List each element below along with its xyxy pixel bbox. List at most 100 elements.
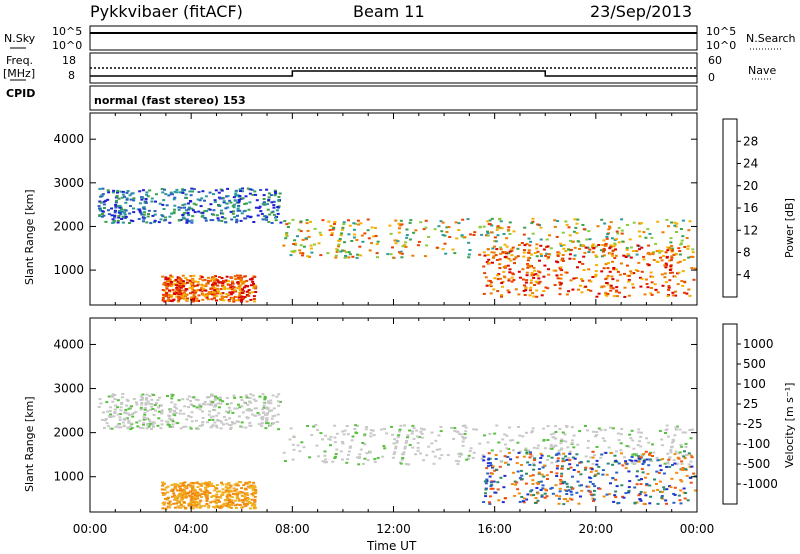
echo-cell (226, 502, 230, 505)
echo-cell (179, 283, 183, 286)
echo-cell (352, 222, 356, 225)
echo-cell (503, 474, 507, 477)
echo-cell (630, 272, 633, 275)
velocity-colorbar-tick-label: 25 (743, 397, 758, 411)
echo-cell (285, 235, 289, 237)
echo-cell (220, 481, 223, 484)
echo-cell (213, 280, 216, 283)
echo-cell (568, 452, 572, 455)
echo-cell (440, 230, 444, 233)
echo-cell (235, 407, 239, 410)
echo-cell (597, 244, 601, 246)
freq-label: Freq. (6, 54, 34, 67)
echo-cell (691, 428, 694, 431)
echo-cell (467, 256, 471, 259)
echo-cell (570, 498, 574, 501)
echo-cell (510, 248, 514, 251)
echo-cell (266, 422, 270, 425)
echo-cell (397, 222, 401, 225)
echo-cell (241, 501, 245, 504)
echo-cell (624, 460, 628, 463)
echo-cell (225, 293, 229, 296)
echo-cell (170, 401, 174, 404)
echo-cell (231, 411, 235, 414)
echo-cell (246, 285, 250, 288)
echo-cell (510, 280, 514, 283)
echo-cell (496, 481, 500, 484)
echo-cell (103, 419, 107, 422)
echo-cell (99, 402, 103, 405)
echo-cell (604, 278, 608, 281)
echo-cell (210, 496, 214, 498)
echo-cell (333, 221, 337, 223)
echo-cell (526, 493, 530, 496)
echo-cell (139, 395, 143, 398)
echo-cell (264, 215, 268, 218)
echo-cell (110, 207, 114, 210)
echo-cell (227, 491, 231, 494)
echo-cell (664, 429, 668, 432)
echo-cell (348, 224, 352, 227)
echo-cell (185, 299, 189, 302)
echo-cell (444, 252, 448, 255)
echo-cell (556, 255, 560, 257)
echo-cell (186, 398, 190, 401)
echo-cell (671, 249, 675, 252)
echo-cell (211, 485, 215, 488)
echo-cell (664, 432, 667, 434)
echo-cell (334, 453, 338, 455)
echo-cell (654, 242, 658, 245)
echo-cell (201, 298, 205, 301)
echo-cell (176, 281, 180, 284)
echo-cell (581, 279, 585, 282)
echo-cell (376, 456, 380, 459)
echo-cell (615, 471, 619, 474)
echo-cell (526, 264, 530, 267)
echo-cell (558, 495, 562, 498)
echo-cell (273, 213, 276, 216)
echo-cell (520, 474, 524, 477)
echo-cell (189, 275, 193, 278)
echo-cell (348, 253, 352, 256)
echo-cell (660, 250, 664, 253)
echo-cell (369, 435, 373, 438)
echo-cell (333, 222, 336, 225)
echo-cell (193, 502, 197, 505)
echo-cell (323, 454, 327, 457)
echo-cell (604, 293, 608, 296)
echo-cell (683, 497, 687, 500)
echo-cell (240, 298, 244, 301)
echo-cell (636, 244, 640, 247)
echo-cell (528, 456, 532, 459)
echo-cell (341, 430, 345, 433)
echo-cell (277, 393, 281, 396)
echo-cell (341, 226, 345, 229)
echo-cell (530, 272, 534, 274)
echo-cell (576, 240, 580, 243)
echo-cell (486, 465, 490, 467)
echo-cell (548, 234, 551, 237)
echo-cell (216, 217, 220, 220)
echo-cell (600, 286, 604, 289)
echo-cell (249, 409, 253, 411)
echo-cell (190, 297, 194, 300)
echo-cell (287, 222, 291, 225)
echo-cell (181, 188, 185, 191)
echo-cell (542, 475, 546, 478)
echo-cell (248, 400, 251, 403)
echo-cell (517, 270, 521, 273)
echo-cell (414, 229, 418, 232)
echo-cell (267, 400, 270, 403)
echo-cell (198, 501, 202, 504)
echo-cell (186, 202, 190, 205)
echo-cell (269, 194, 273, 197)
echo-cell (347, 233, 351, 236)
echo-cell (540, 255, 543, 257)
echo-cell (565, 482, 569, 485)
echo-cell (211, 500, 215, 503)
echo-cell (196, 198, 200, 201)
echo-cell (192, 504, 196, 507)
echo-cell (365, 426, 369, 428)
echo-cell (345, 425, 349, 427)
echo-cell (223, 217, 227, 220)
